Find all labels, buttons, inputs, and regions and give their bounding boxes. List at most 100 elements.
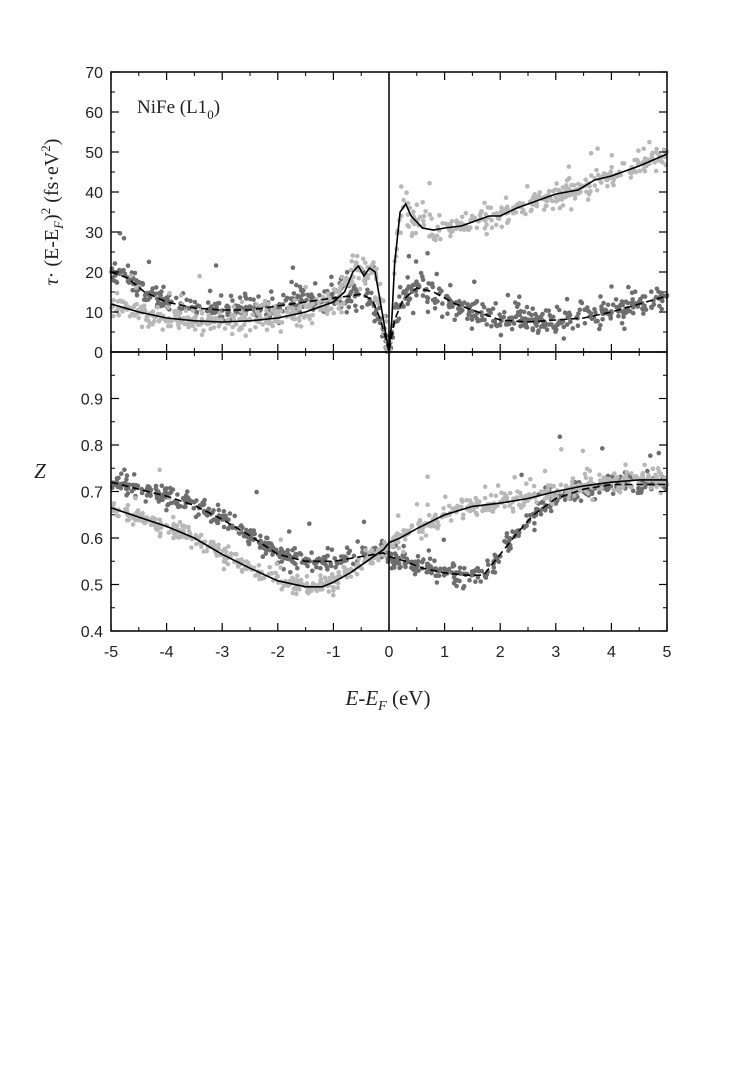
scatter-point	[183, 498, 188, 504]
scatter-point	[524, 481, 529, 487]
scatter-point	[339, 274, 345, 280]
scatter-point	[560, 203, 566, 208]
scatter-point	[659, 306, 664, 312]
scatter-point	[322, 575, 328, 580]
scatter-point	[354, 571, 360, 577]
scatter-point	[367, 550, 372, 555]
scatter-point	[463, 210, 469, 216]
scatter-point	[297, 284, 303, 290]
scatter-point	[279, 586, 285, 592]
scatter-point	[282, 583, 288, 588]
scatter-point	[157, 517, 162, 522]
scatter-point	[235, 564, 241, 569]
scatter-point	[558, 482, 564, 488]
scatter-point	[526, 317, 531, 323]
scatter-point	[605, 477, 610, 482]
scatter-point	[505, 220, 510, 225]
scatter-point	[138, 305, 144, 311]
scatter-point	[510, 509, 516, 514]
scatter-point	[143, 292, 149, 297]
scatter-point	[159, 289, 164, 294]
scatter-point	[231, 304, 236, 310]
scatter-point	[134, 292, 140, 298]
scatter-point	[131, 304, 137, 310]
scatter-point	[353, 303, 358, 309]
scatter-point	[504, 531, 510, 536]
scatter-point	[470, 309, 475, 314]
scatter-point	[562, 310, 568, 316]
scatter-point	[381, 298, 386, 303]
scatter-point	[264, 308, 269, 313]
scatter-point	[569, 479, 575, 485]
scatter-point	[650, 150, 655, 156]
scatter-point	[146, 259, 152, 265]
scatter-point	[554, 181, 559, 186]
scatter-point	[205, 317, 211, 322]
scatter-point	[406, 224, 412, 229]
scatter-point	[536, 194, 541, 200]
scatter-point	[509, 326, 515, 332]
scatter-point	[492, 318, 498, 324]
scatter-point	[278, 537, 284, 542]
scatter-point	[487, 506, 492, 511]
scatter-point	[632, 157, 637, 163]
scatter-point	[459, 214, 465, 220]
scatter-point	[265, 535, 270, 541]
scatter-point	[433, 234, 439, 239]
scatter-point	[328, 561, 334, 566]
scatter-point	[278, 308, 284, 314]
scatter-point	[190, 308, 196, 313]
scatter-point	[472, 313, 478, 319]
scatter-point	[124, 506, 130, 512]
top-dashed-line	[110, 271, 668, 353]
scatter-point	[518, 308, 524, 314]
scatter-point	[496, 322, 502, 328]
scatter-point	[218, 293, 224, 298]
y-tick-label: 70	[85, 65, 103, 82]
scatter-point	[225, 312, 230, 318]
scatter-point	[605, 302, 611, 308]
scatter-point	[185, 489, 190, 494]
scatter-point	[205, 513, 210, 518]
scatter-point	[244, 296, 249, 301]
scatter-point	[111, 313, 116, 319]
scatter-point	[597, 490, 602, 495]
scatter-point	[477, 318, 483, 323]
scatter-point	[582, 321, 588, 326]
scatter-point	[641, 306, 647, 312]
scatter-point	[423, 209, 428, 214]
scatter-point	[307, 521, 312, 526]
scatter-point	[306, 293, 312, 299]
scatter-point	[649, 289, 654, 295]
scatter-point	[515, 202, 521, 207]
scatter-point	[189, 321, 195, 326]
scatter-point	[175, 534, 181, 540]
scatter-point	[660, 159, 665, 165]
scatter-point	[414, 560, 420, 565]
scatter-point	[361, 519, 367, 525]
scatter-point	[530, 512, 536, 517]
scatter-point	[545, 198, 550, 204]
scatter-point	[226, 544, 231, 549]
scatter-point	[544, 327, 550, 332]
scatter-point	[242, 311, 248, 317]
scatter-point	[256, 563, 262, 568]
scatter-point	[608, 169, 613, 175]
scatter-point	[446, 302, 452, 308]
scatter-point	[553, 187, 558, 192]
scatter-point	[555, 322, 560, 328]
scatter-point	[363, 548, 368, 553]
scatter-point	[499, 224, 505, 230]
scatter-point	[572, 196, 578, 201]
scatter-point	[570, 483, 575, 489]
scatter-point	[557, 434, 563, 440]
scatter-point	[507, 490, 513, 496]
scatter-point	[599, 304, 604, 309]
scatter-point	[425, 561, 430, 567]
scatter-point	[272, 318, 278, 324]
scatter-point	[575, 323, 581, 329]
x-tick-label: -3	[215, 644, 229, 661]
scatter-point	[309, 550, 314, 555]
scatter-point	[114, 280, 120, 285]
